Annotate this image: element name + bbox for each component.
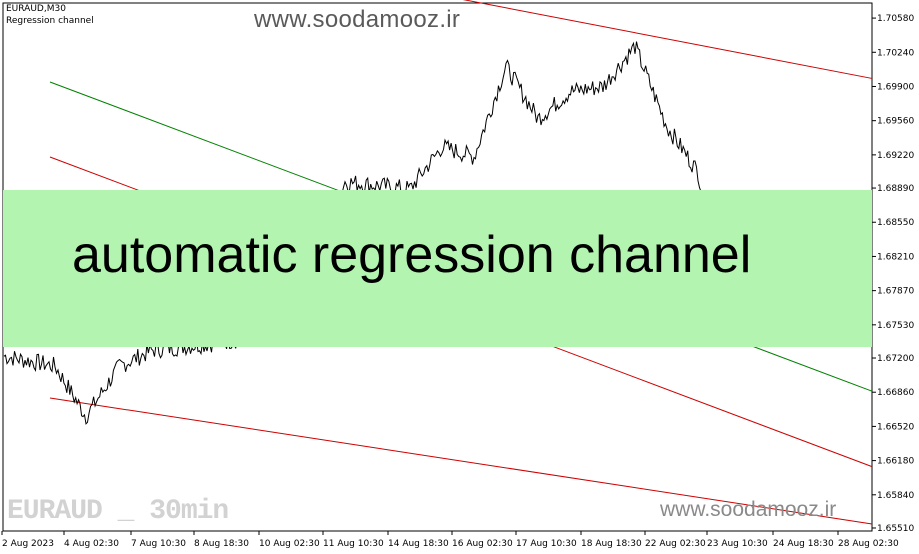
x-tick-label: 11 Aug 10:30 bbox=[323, 539, 384, 549]
x-tick-label: 10 Aug 02:30 bbox=[259, 539, 320, 549]
y-tick-label: 1.67200 bbox=[877, 354, 914, 364]
x-tick-label: 24 Aug 18:30 bbox=[773, 539, 834, 549]
channel-line-lower-outer bbox=[49, 397, 873, 525]
x-tick-label: 7 Aug 10:30 bbox=[131, 539, 186, 549]
symbol-watermark: EURAUD _ 30min bbox=[7, 496, 229, 527]
banner-title: automatic regression channel bbox=[72, 226, 752, 284]
y-tick-label: 1.69900 bbox=[877, 82, 914, 92]
y-tick-label: 1.70580 bbox=[877, 14, 914, 24]
symbol-timeframe-label: EURAUD,M30 bbox=[6, 4, 66, 14]
x-tick-label: 28 Aug 02:30 bbox=[838, 539, 899, 549]
indicator-label: Regression channel bbox=[6, 16, 94, 26]
y-tick-label: 1.65840 bbox=[877, 491, 914, 501]
x-tick-label: 16 Aug 02:30 bbox=[452, 539, 513, 549]
title-banner bbox=[3, 190, 872, 347]
x-tick-label: 14 Aug 18:30 bbox=[388, 539, 449, 549]
y-tick-label: 1.66860 bbox=[877, 388, 914, 398]
price-series bbox=[3, 41, 730, 425]
y-tick-label: 1.66180 bbox=[877, 457, 914, 467]
y-tick-label: 1.68550 bbox=[877, 218, 914, 228]
y-tick-label: 1.67530 bbox=[877, 321, 914, 331]
y-tick-label: 1.69220 bbox=[877, 151, 914, 161]
y-tick-label: 1.69560 bbox=[877, 117, 914, 127]
y-tick-label: 1.66520 bbox=[877, 422, 914, 432]
y-tick-label: 1.67870 bbox=[877, 287, 914, 297]
y-tick-label: 1.65510 bbox=[877, 524, 914, 534]
x-tick-label: 2 Aug 2023 bbox=[2, 539, 54, 549]
watermark-bottom: www.soodamooz.ir bbox=[660, 498, 837, 521]
x-tick-label: 18 Aug 18:30 bbox=[581, 539, 642, 549]
x-tick-label: 4 Aug 02:30 bbox=[64, 539, 119, 549]
y-tick-label: 1.68210 bbox=[877, 252, 914, 262]
y-tick-label: 1.68890 bbox=[877, 184, 914, 194]
watermark-top: www.soodamooz.ir bbox=[254, 6, 461, 33]
x-tick-label: 23 Aug 10:30 bbox=[707, 539, 768, 549]
x-tick-label: 22 Aug 02:30 bbox=[645, 539, 706, 549]
y-tick-label: 1.70240 bbox=[877, 48, 914, 58]
x-tick-label: 17 Aug 10:30 bbox=[516, 539, 577, 549]
channel-line-upper-outer bbox=[462, 0, 873, 79]
x-tick-label: 8 Aug 18:30 bbox=[194, 539, 249, 549]
